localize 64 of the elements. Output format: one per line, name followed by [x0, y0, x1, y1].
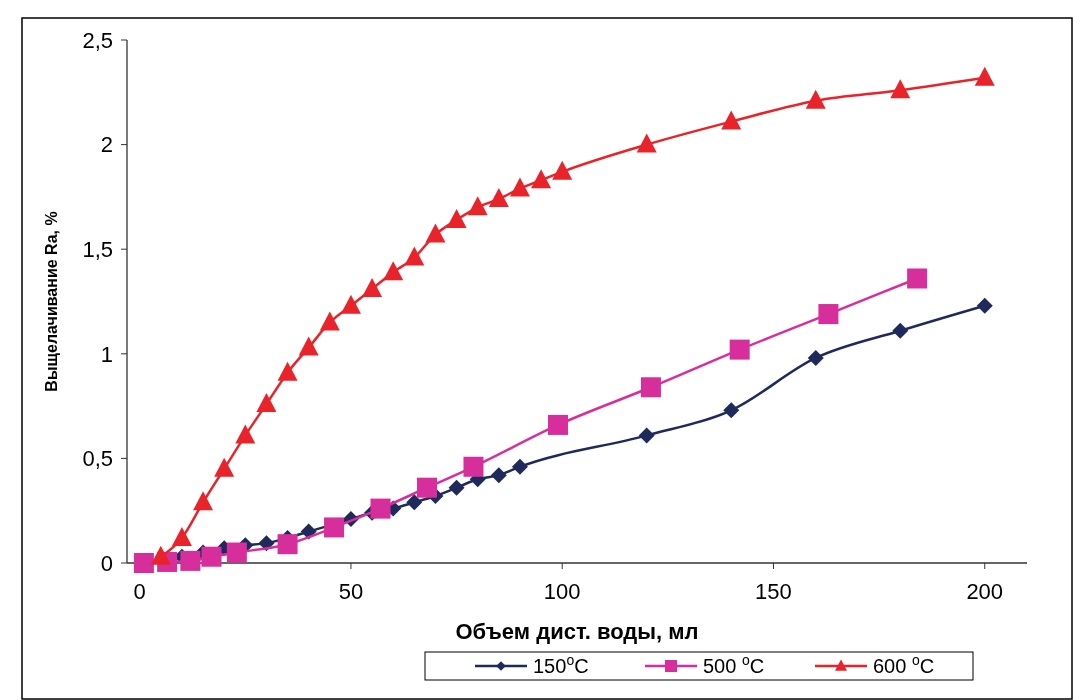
point — [340, 294, 361, 314]
x-tick-label: 0 — [133, 579, 146, 604]
point — [638, 427, 655, 444]
point — [180, 550, 201, 571]
point — [511, 458, 528, 475]
point — [640, 377, 661, 398]
point — [723, 402, 740, 419]
point — [890, 79, 911, 99]
point — [636, 133, 657, 153]
y-tick-label: 2,5 — [82, 27, 113, 53]
point — [370, 498, 391, 519]
y-tick-label: 0,5 — [82, 446, 113, 472]
x-tick-label: 150 — [755, 579, 792, 604]
point — [488, 187, 509, 207]
point — [721, 110, 742, 130]
point — [362, 277, 383, 297]
x-tick-label: 50 — [338, 579, 364, 604]
point — [425, 223, 446, 243]
point — [201, 546, 222, 567]
point — [467, 196, 488, 216]
point — [406, 494, 423, 511]
point — [907, 268, 928, 289]
point — [729, 339, 750, 360]
point — [807, 349, 824, 366]
y-tick-label: 1,5 — [82, 236, 113, 262]
point — [133, 553, 154, 573]
point — [150, 545, 171, 565]
point — [531, 169, 552, 189]
x-tick-label: 100 — [543, 579, 581, 604]
point — [383, 261, 404, 281]
point — [463, 456, 484, 477]
point — [818, 304, 839, 325]
point — [490, 467, 507, 484]
point — [171, 526, 192, 546]
x-tick-label: 200 — [966, 579, 1004, 604]
point — [446, 208, 467, 228]
point — [214, 457, 235, 477]
point — [319, 311, 340, 331]
point — [509, 177, 530, 197]
legend-label: 500 $^{o}$C — [703, 652, 765, 677]
point — [805, 89, 826, 109]
point — [547, 414, 568, 435]
y-tick-label: 2 — [100, 132, 113, 158]
legend-label: 600 $^{o}$C — [873, 652, 935, 677]
x-axis-title: Объем дист. воды, мл — [455, 619, 699, 644]
point — [974, 66, 995, 86]
point — [226, 542, 247, 563]
y-tick-label: 1 — [100, 341, 113, 367]
point — [324, 517, 345, 538]
y-tick-label: 0 — [100, 550, 113, 576]
point — [277, 534, 298, 555]
point — [976, 297, 993, 314]
point — [298, 336, 319, 356]
point — [552, 160, 573, 180]
point — [193, 491, 214, 511]
point — [277, 361, 298, 381]
point — [235, 424, 256, 444]
point — [448, 479, 465, 496]
point — [256, 393, 277, 413]
point — [404, 246, 425, 266]
point — [892, 322, 909, 339]
y-axis-title: Выщелачивание Ra, % — [43, 211, 60, 392]
point — [417, 477, 437, 498]
legend-label: 150$^{o}$C — [533, 652, 589, 677]
